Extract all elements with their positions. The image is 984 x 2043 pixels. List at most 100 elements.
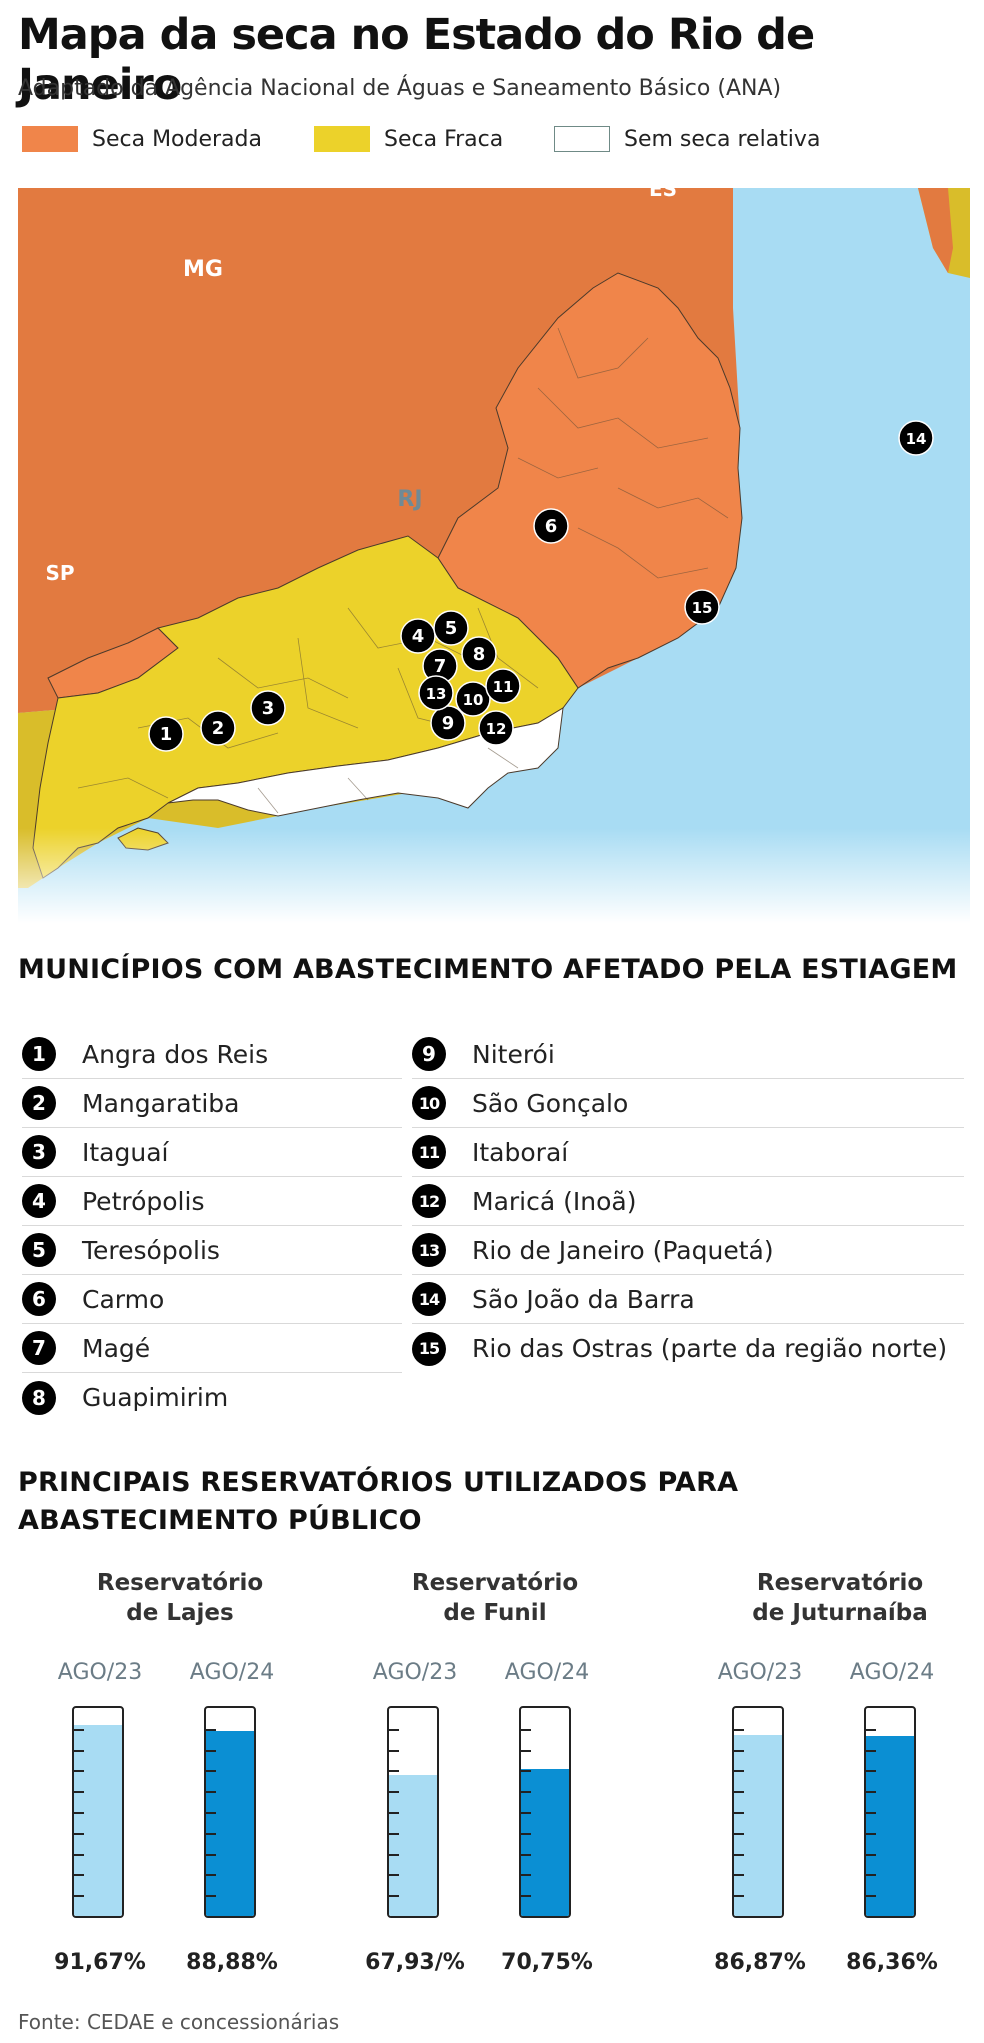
municipio-number-badge: 12 bbox=[412, 1184, 446, 1218]
municipio-name: Guapimirim bbox=[82, 1383, 229, 1412]
map-marker-label: 14 bbox=[906, 430, 927, 448]
gauge-tick bbox=[74, 1770, 84, 1773]
gauge-tick bbox=[734, 1832, 744, 1835]
municipio-number-badge: 2 bbox=[22, 1086, 56, 1120]
municipio-row: 4 Petrópolis bbox=[22, 1177, 402, 1226]
gauge-tick bbox=[389, 1874, 399, 1877]
reservoir-title: Reservatório de Funil bbox=[345, 1568, 645, 1628]
map-marker-label: 4 bbox=[412, 626, 425, 647]
municipio-number-badge: 14 bbox=[412, 1282, 446, 1316]
municipio-name: São João da Barra bbox=[472, 1284, 695, 1314]
gauge-tick bbox=[521, 1812, 531, 1814]
map-marker-4: 4 bbox=[400, 618, 436, 654]
municipio-row: 3 Itaguaí bbox=[22, 1128, 402, 1177]
municipio-number-badge: 11 bbox=[412, 1135, 446, 1169]
gauge-tick bbox=[866, 1874, 876, 1877]
map-marker-label: 15 bbox=[692, 599, 713, 617]
reservoir-column-before: AGO/23 91,67% bbox=[40, 1660, 160, 1975]
municipio-name: Angra dos Reis bbox=[82, 1039, 269, 1069]
gauge-tick bbox=[206, 1853, 216, 1856]
municipio-name: Niterói bbox=[472, 1039, 555, 1069]
municipio-number-badge: 5 bbox=[22, 1233, 56, 1267]
municipio-number-badge: 7 bbox=[22, 1331, 56, 1365]
gauge-tick bbox=[866, 1728, 876, 1731]
map-marker-label: 7 bbox=[434, 656, 447, 677]
map-marker-circle bbox=[400, 618, 436, 654]
reservoir-percentage: 70,75% bbox=[501, 1950, 593, 1975]
municipio-number-badge: 6 bbox=[22, 1282, 56, 1316]
municipio-row: 7 Magé bbox=[22, 1324, 402, 1373]
gauge-tick bbox=[389, 1749, 399, 1752]
map-marker-11: 11 bbox=[485, 668, 521, 704]
reservoir-title-line1: Reservatório bbox=[96, 1570, 264, 1596]
gauge-tick bbox=[734, 1749, 744, 1752]
gauge-tick bbox=[389, 1728, 399, 1731]
map-label-rj: RJ bbox=[397, 487, 422, 512]
municipio-name: Magé bbox=[82, 1333, 151, 1363]
gauge-tick bbox=[521, 1874, 531, 1877]
reservoir-level-fill bbox=[521, 1768, 569, 1916]
municipio-number-badge: 3 bbox=[22, 1135, 56, 1169]
reservoir-title-line2: de Juturnaíba bbox=[752, 1600, 928, 1626]
region-rj-sem-seca bbox=[167, 707, 564, 817]
map-marker-6: 6 bbox=[533, 508, 569, 544]
reservoir-period-label: AGO/24 bbox=[504, 1660, 590, 1685]
municipio-name: São Gonçalo bbox=[472, 1088, 629, 1118]
municipio-row: 6 Carmo bbox=[22, 1275, 402, 1324]
legend-swatch-sem-seca bbox=[554, 126, 610, 152]
reservoir-column-after: AGO/24 88,88% bbox=[172, 1660, 292, 1975]
gauge-tick bbox=[389, 1853, 399, 1856]
source-note: Fonte: CEDAE e concessionárias bbox=[18, 2010, 340, 2034]
legend-item-fraca: Seca Fraca bbox=[314, 126, 503, 152]
map-marker-label: 3 bbox=[262, 698, 275, 719]
gauge-tick bbox=[866, 1895, 876, 1898]
reservoir-level-fill bbox=[74, 1725, 122, 1916]
gauge-tick bbox=[734, 1770, 744, 1773]
map-marker-label: 8 bbox=[473, 644, 486, 665]
map-marker-label: 6 bbox=[545, 516, 558, 537]
gauge-tick bbox=[74, 1791, 84, 1794]
reservoir-level-fill bbox=[389, 1774, 437, 1916]
gauge-tick bbox=[74, 1749, 84, 1752]
map-label-es: ES bbox=[649, 188, 677, 201]
gauge-tick bbox=[389, 1895, 399, 1898]
gauge-tick bbox=[74, 1832, 84, 1835]
municipio-name: Itaboraí bbox=[472, 1137, 569, 1167]
reservoir-level-gauge bbox=[519, 1706, 571, 1918]
reservoir-period-label: AGO/23 bbox=[57, 1660, 143, 1685]
municipio-number-badge: 10 bbox=[412, 1086, 446, 1120]
reservoir-period-label: AGO/24 bbox=[849, 1660, 935, 1685]
gauge-tick bbox=[866, 1812, 876, 1814]
reservoir-level-gauge bbox=[864, 1706, 916, 1918]
gauge-tick bbox=[521, 1853, 531, 1856]
gauge-tick bbox=[521, 1749, 531, 1752]
legend-swatch-fraca bbox=[314, 126, 370, 152]
reservoir-title-line2: de Funil bbox=[443, 1600, 547, 1626]
map-marker-circle bbox=[533, 508, 569, 544]
gauge-tick bbox=[734, 1853, 744, 1856]
reservoir-title: Reservatório de Lajes bbox=[30, 1568, 330, 1628]
gauge-tick bbox=[206, 1749, 216, 1752]
reservoir-level-gauge bbox=[387, 1706, 439, 1918]
reservoir-level-gauge bbox=[72, 1706, 124, 1918]
reservoir-title-line1: Reservatório bbox=[756, 1570, 924, 1596]
municipio-row: 2 Mangaratiba bbox=[22, 1079, 402, 1128]
gauge-tick bbox=[206, 1728, 216, 1731]
municipio-row: 15 Rio das Ostras (parte da região norte) bbox=[412, 1324, 964, 1373]
reservoir-column-before: AGO/23 86,87% bbox=[700, 1660, 820, 1975]
reservoir-title-line2: de Lajes bbox=[126, 1600, 234, 1626]
map-label-sp: SP bbox=[45, 561, 74, 585]
map-marker-10: 10 bbox=[455, 681, 491, 717]
map-marker-circle bbox=[250, 690, 286, 726]
reservoir-card: Reservatório de Juturnaíba AGO/23 86,87% AGO… bbox=[690, 1568, 984, 1988]
gauge-tick bbox=[521, 1832, 531, 1835]
page-title: Mapa da seca no Estado do Rio de Janeiro bbox=[18, 10, 815, 110]
gauge-tick bbox=[734, 1728, 744, 1731]
map-marker-1: 1 bbox=[148, 716, 184, 752]
gauge-tick bbox=[521, 1728, 531, 1731]
reservoir-percentage: 88,88% bbox=[186, 1950, 278, 1975]
map-marker-circle bbox=[898, 420, 934, 456]
gauge-tick bbox=[74, 1895, 84, 1898]
municipio-number-badge: 13 bbox=[412, 1233, 446, 1267]
